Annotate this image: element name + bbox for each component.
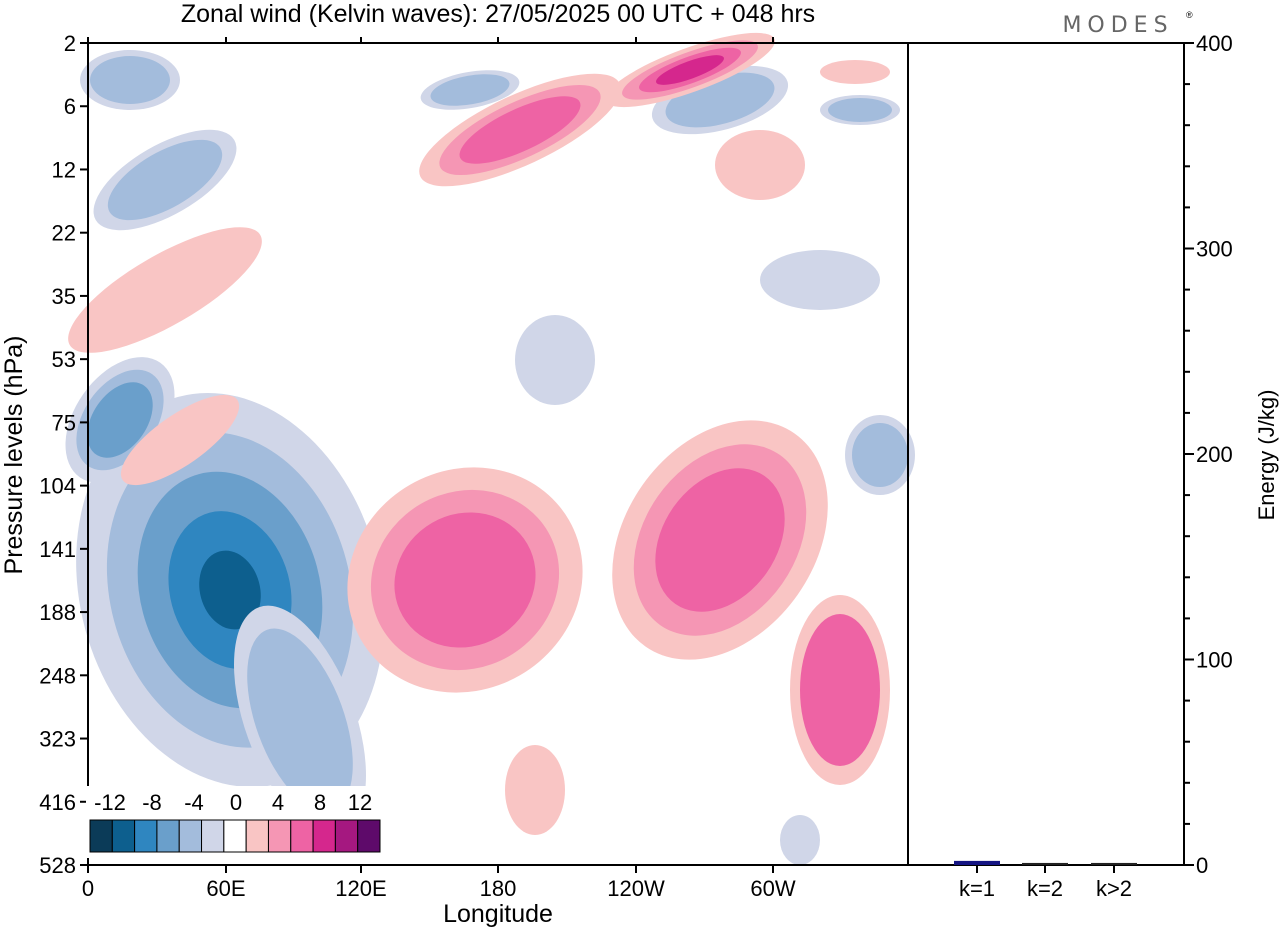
- contour-patch: [90, 56, 170, 104]
- colorbar-swatch: [267, 819, 292, 853]
- y-tick-label: 416: [39, 790, 76, 815]
- x-axis-label: Longitude: [443, 900, 553, 928]
- energy-tick-label: 200: [1196, 442, 1233, 467]
- y-tick-label: 75: [52, 410, 76, 435]
- x-tick-label: 60W: [750, 876, 795, 901]
- colorbar: -12 -8 -4 0 4 8 12: [86, 786, 384, 858]
- colorbar-swatch: [178, 819, 203, 853]
- contour-field: [65, 32, 915, 865]
- contour-patch: [505, 745, 565, 835]
- energy-tick-label: 0: [1196, 853, 1208, 878]
- energy-category-label: k=2: [1027, 876, 1063, 901]
- colorbar-swatch: [89, 819, 113, 853]
- colorbar-label: -4: [184, 790, 204, 815]
- energy-bar: [1022, 862, 1068, 865]
- x-tick-label: 120E: [335, 876, 386, 901]
- y-tick-label: 141: [39, 537, 76, 562]
- energy-axis-label: Energy (J/kg): [1254, 390, 1279, 521]
- contour-patch: [199, 550, 261, 630]
- colorbar-swatch: [134, 819, 158, 853]
- energy-tick-label: 300: [1196, 237, 1233, 262]
- x-tick-label: 0: [82, 876, 94, 901]
- y-tick-label: 53: [52, 347, 76, 372]
- colorbar-swatch: [357, 819, 381, 853]
- contour-patch: [120, 394, 240, 486]
- energy-tick-label: 400: [1196, 31, 1233, 56]
- y-tick-label: 35: [52, 284, 76, 309]
- energy-bar: [954, 860, 1000, 865]
- contour-patch: [828, 98, 892, 122]
- colorbar-label: 4: [272, 790, 284, 815]
- contour-patch: [430, 74, 510, 106]
- contour-patch: [760, 250, 880, 310]
- contour-patch: [107, 139, 223, 221]
- y-tick-label: 188: [39, 600, 76, 625]
- modes-logo: MODES: [1062, 13, 1173, 38]
- contour-patch: [87, 382, 153, 458]
- contour-patch: [852, 423, 908, 487]
- x-tick-label: 60E: [206, 876, 245, 901]
- contour-patch: [656, 55, 724, 85]
- contour-patch: [515, 315, 595, 405]
- colorbar-swatch: [290, 819, 314, 853]
- bar-frame: [907, 42, 1185, 866]
- y-axis-label: Pressure levels (hPa): [0, 336, 28, 575]
- colorbar-label: -12: [94, 790, 126, 815]
- contour-patch: [68, 227, 262, 353]
- y-tick-label: 248: [39, 663, 76, 688]
- colorbar-swatch: [245, 819, 269, 853]
- y-tick-label: 528: [39, 853, 76, 878]
- colorbar-label: 12: [348, 790, 372, 815]
- colorbar-swatch: [201, 819, 225, 853]
- kelvin-wave-heatmap: 0 60E 120E 180 120W 60W 2 6 12 22 35 53 75 104 141 188…: [0, 31, 915, 928]
- colorbar-swatch: [312, 819, 336, 853]
- logo-registered-mark: ®: [1186, 10, 1193, 20]
- colorbar-swatch: [111, 819, 136, 853]
- contour-patch: [655, 468, 785, 612]
- energy-category-label: k>2: [1096, 876, 1132, 901]
- y-tick-label: 6: [64, 94, 76, 119]
- contour-patch: [459, 96, 581, 164]
- y-axis: 2 6 12 22 35 53 75 104 141 188 248 323 416 528: [39, 31, 88, 878]
- chart-title: Zonal wind (Kelvin waves): 27/05/2025 00…: [181, 0, 815, 28]
- colorbar-swatch: [156, 819, 180, 853]
- y-tick-label: 12: [52, 157, 76, 182]
- contour-patch: [800, 614, 880, 766]
- y-tick-label: 104: [39, 474, 76, 499]
- colorbar-swatch: [334, 819, 359, 853]
- colorbar-label: -8: [142, 790, 162, 815]
- x-axis: 0 60E 120E 180 120W 60W: [82, 37, 796, 901]
- y-tick-label: 2: [64, 31, 76, 56]
- colorbar-label: 0: [230, 790, 242, 815]
- energy-bar-chart: k=1 k=2 k>2 0 100 200 300 400 Energy (J/kg): [907, 31, 1279, 901]
- contour-patch: [715, 130, 805, 200]
- energy-bar: [1091, 862, 1137, 865]
- energy-tick-label: 100: [1196, 648, 1233, 673]
- colorbar-label: 8: [314, 790, 326, 815]
- energy-category-label: k=1: [959, 876, 995, 901]
- contour-patch: [247, 628, 353, 812]
- colorbar-swatch: [223, 819, 247, 853]
- y-tick-label: 323: [39, 727, 76, 752]
- x-tick-label: 120W: [607, 876, 665, 901]
- energy-bars: k=1 k=2 k>2: [954, 860, 1137, 901]
- contour-patch: [780, 815, 820, 865]
- contour-patch: [820, 60, 890, 84]
- y-tick-label: 22: [52, 221, 76, 246]
- energy-axis: 0 100 200 300 400: [1184, 31, 1233, 878]
- x-tick-label: 180: [480, 876, 517, 901]
- contour-patch: [394, 512, 536, 648]
